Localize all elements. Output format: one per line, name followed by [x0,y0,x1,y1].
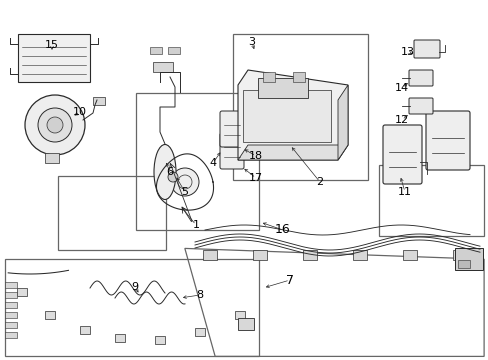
Bar [452,250,466,260]
Text: 13: 13 [400,47,414,57]
Bar [150,47,162,54]
Polygon shape [238,145,347,160]
FancyBboxPatch shape [425,111,469,170]
Bar [153,62,173,72]
Bar [115,334,125,342]
Bar [5,302,17,308]
FancyBboxPatch shape [408,70,432,86]
Bar [235,311,244,319]
Bar [168,47,180,54]
FancyBboxPatch shape [220,133,244,169]
Text: 1: 1 [192,220,199,230]
Text: 11: 11 [397,187,411,197]
Bar [258,78,307,98]
Bar [238,318,253,330]
Bar [243,90,330,142]
FancyBboxPatch shape [413,40,439,58]
Text: 12: 12 [394,115,408,125]
Polygon shape [238,70,347,160]
Bar [402,250,416,260]
Bar [5,259,259,356]
FancyBboxPatch shape [220,111,244,147]
Bar [136,93,259,230]
Bar [5,282,17,288]
Bar [17,288,27,296]
Text: 7: 7 [285,274,293,287]
Text: 16: 16 [275,224,290,237]
Polygon shape [337,85,347,160]
Bar [5,292,17,298]
Bar [18,34,90,82]
Ellipse shape [154,144,176,199]
Text: 8: 8 [196,290,203,300]
Text: 3: 3 [248,37,255,47]
Bar [352,250,366,260]
Bar [454,248,482,270]
Bar [379,165,483,236]
Bar [5,312,17,318]
Bar [155,336,164,344]
Bar [203,250,217,260]
Text: 18: 18 [248,151,263,161]
FancyBboxPatch shape [382,125,421,184]
Bar [303,250,316,260]
Text: 4: 4 [209,158,216,168]
Text: 5: 5 [181,187,188,197]
Bar [45,311,55,319]
Circle shape [47,117,63,133]
Bar [457,260,469,268]
Text: 14: 14 [394,83,408,93]
Text: 17: 17 [248,173,263,183]
Circle shape [168,172,178,182]
Bar [5,322,17,328]
Bar [58,176,166,250]
Text: 2: 2 [316,177,323,187]
Bar [252,250,266,260]
Bar [263,72,274,82]
Bar [195,328,204,336]
Circle shape [171,168,199,196]
Text: 15: 15 [45,40,59,50]
Bar [80,326,90,334]
Bar [292,72,305,82]
Bar [232,34,367,180]
Text: 6: 6 [166,167,173,177]
Bar [5,332,17,338]
Circle shape [25,95,85,155]
Bar [93,97,105,105]
Circle shape [38,108,72,142]
FancyBboxPatch shape [408,98,432,114]
Bar [45,153,59,163]
Text: 10: 10 [73,107,87,117]
Text: 9: 9 [131,282,138,292]
